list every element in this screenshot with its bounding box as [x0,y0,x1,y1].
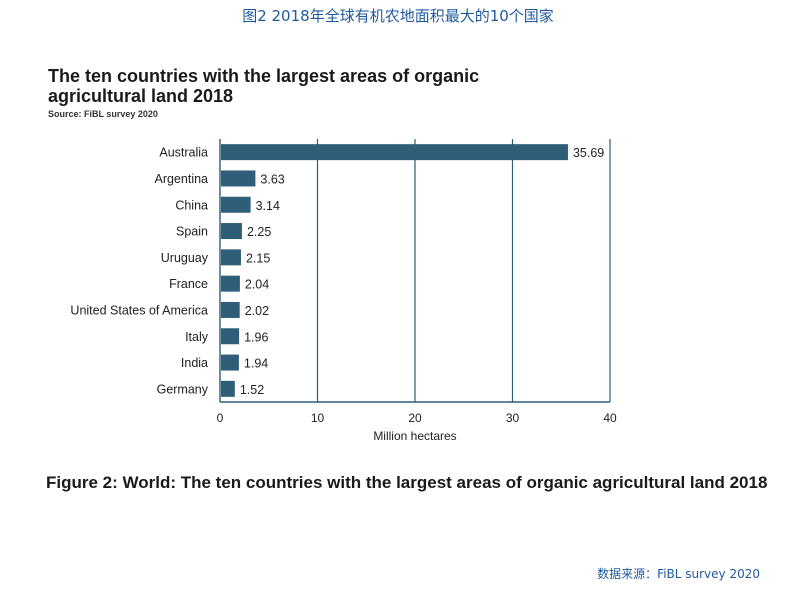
bar [221,275,240,292]
x-tick-label: 40 [603,411,617,425]
grid-layer [316,139,611,402]
x-axis-title: Million hectares [373,429,456,443]
x-tick-label: 0 [217,411,224,425]
axis-layer: 0 10 20 30 40 Million hectares [217,139,617,443]
bar [221,249,241,266]
source-note-value: FiBL survey 2020 [657,567,760,581]
value-label: 2.04 [245,278,269,292]
label-layer: Australia 35.69 Argentina 3.63 China 3.14 Spai… [70,146,604,397]
category-label: Uruguay [161,251,209,265]
value-label: 3.63 [260,172,284,186]
bar-chart: Australia 35.69 Argentina 3.63 China 3.14 Spai… [70,139,617,443]
value-label: 1.94 [244,357,268,371]
value-label: 2.25 [247,225,271,239]
value-label: 1.52 [240,383,264,397]
figure-source: Source: FiBL survey 2020 [48,109,158,119]
bar [221,170,256,187]
top-caption: 图2 2018年全球有机农地面积最大的10个国家 [242,7,554,25]
bar [221,354,239,371]
source-note: 数据来源：FiBL survey 2020 [597,565,760,582]
category-label: France [169,277,208,291]
value-label: 3.14 [256,199,280,213]
figure-title: The ten countries with the largest areas… [48,66,480,106]
category-label: Argentina [154,172,208,186]
value-label: 2.02 [245,304,269,318]
value-label: 35.69 [573,146,604,160]
bar-layer [221,144,568,397]
figure-caption: Figure 2: World: The ten countries with … [46,473,768,492]
bar [221,196,251,213]
category-label: Germany [157,382,209,396]
bar [221,144,568,161]
x-tick-label: 20 [408,411,422,425]
category-label: Italy [185,330,209,344]
category-label: China [175,198,208,212]
bar [221,223,242,240]
source-note-label: 数据来源： [597,567,658,581]
bar [221,328,240,345]
bar [221,380,235,397]
value-label: 1.96 [244,330,268,344]
x-tick-label: 30 [506,411,520,425]
category-label: Australia [159,146,208,160]
bar [221,301,240,318]
category-label: United States of America [70,303,208,317]
category-label: India [181,356,208,370]
value-label: 2.15 [246,251,270,265]
category-label: Spain [176,225,208,239]
x-tick-label: 10 [311,411,325,425]
